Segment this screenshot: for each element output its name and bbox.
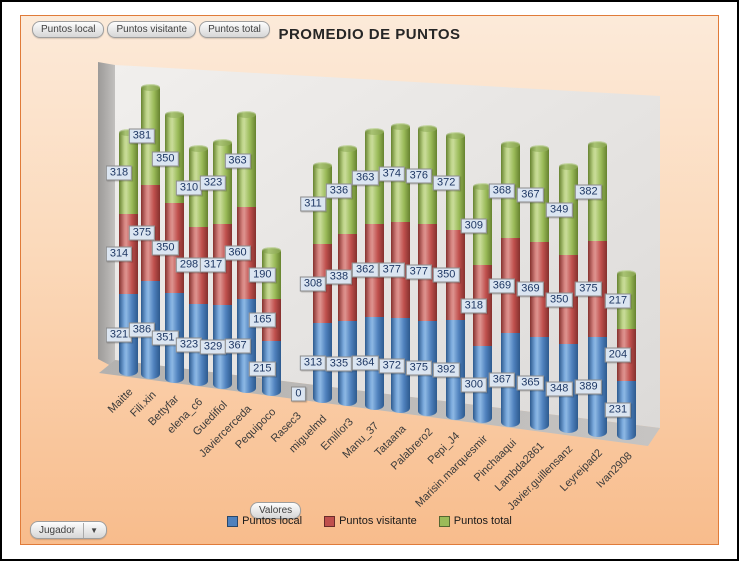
cylinder-cap xyxy=(501,141,521,149)
cylinder-cap xyxy=(558,162,578,170)
data-label-puntos-visitante-tataana: 377 xyxy=(378,262,405,278)
data-label-puntos-visitante-leyreipad2: 375 xyxy=(575,281,602,297)
data-label-puntos-total-ivan2908: 217 xyxy=(604,293,632,309)
data-label-puntos-visitante-miguelmd: 308 xyxy=(299,276,327,292)
side-wall xyxy=(98,62,115,368)
data-label-puntos-total-maitte: 318 xyxy=(105,165,133,181)
data-label-puntos-local-pepi-j4: 392 xyxy=(432,362,460,378)
data-label-puntos-visitante-manu-37: 362 xyxy=(351,262,379,278)
data-label-puntos-visitante-lambda2861: 369 xyxy=(517,281,544,297)
cylinder-cap xyxy=(312,161,332,169)
cylinder-cap xyxy=(529,145,549,153)
cylinder-cap xyxy=(261,247,281,255)
data-label-puntos-total-bettyfar: 350 xyxy=(152,151,179,167)
data-label-puntos-total-elena-c6: 310 xyxy=(175,180,203,196)
legend-label: Puntos local xyxy=(242,515,303,527)
data-label-puntos-visitante-pinchaaqui: 369 xyxy=(488,278,516,294)
field-button-puntos-visitante[interactable]: Puntos visitante xyxy=(107,21,197,38)
data-label-puntos-visitante-maitte: 314 xyxy=(105,246,133,262)
chevron-down-icon: ▼ xyxy=(83,522,98,538)
data-label-puntos-visitante-pepi-j4: 350 xyxy=(432,267,460,283)
data-label-puntos-total-pinchaaqui: 368 xyxy=(488,183,516,199)
data-label-puntos-local-javiercerceda: 367 xyxy=(224,338,251,354)
legend: Puntos local Puntos visitante Puntos tot… xyxy=(20,515,719,527)
data-label-puntos-visitante-pequipoco: 165 xyxy=(249,312,276,328)
cylinder-cap xyxy=(617,270,637,278)
data-label-puntos-visitante-elena-c6: 298 xyxy=(175,257,203,273)
data-label-puntos-total-emil-or3: 336 xyxy=(325,183,353,199)
data-label-puntos-visitante-emil-or3: 338 xyxy=(325,269,353,285)
data-label-puntos-visitante-ivan2908: 204 xyxy=(604,347,632,363)
cylinder-cap xyxy=(364,128,384,136)
cylinder-cap xyxy=(237,111,256,119)
cylinder-cap xyxy=(118,129,138,137)
legend-label: Puntos total xyxy=(453,515,512,527)
values-field-button[interactable]: Valores xyxy=(250,502,302,519)
data-label-puntos-local-miguelmd: 313 xyxy=(299,355,327,371)
data-label-puntos-local-fili-xin: 386 xyxy=(128,322,156,338)
category-axis-dropdown-label: Jugador xyxy=(39,524,76,536)
data-label-puntos-local-tataana: 372 xyxy=(378,358,405,373)
chart-title: PROMEDIO DE PUNTOS xyxy=(278,26,461,43)
data-label-puntos-visitante-javiercerceda: 360 xyxy=(224,245,251,261)
data-label-puntos-local-emil-or3: 335 xyxy=(325,356,353,371)
legend-swatch-red-icon xyxy=(324,515,336,527)
data-label-puntos-local-pequipoco: 215 xyxy=(249,361,276,377)
data-label-puntos-local-ivan2908: 231 xyxy=(604,402,632,418)
data-label-puntos-visitante-guedifiol: 317 xyxy=(199,257,227,273)
data-label-puntos-visitante-palabrero2: 377 xyxy=(405,264,432,280)
legend-item-puntos-visitante[interactable]: Puntos visitante xyxy=(324,515,417,527)
legend-item-puntos-local[interactable]: Puntos local xyxy=(227,515,302,527)
data-label-puntos-total-fili-xin: 381 xyxy=(128,128,156,144)
field-buttons: Puntos local Puntos visitante Puntos tot… xyxy=(32,21,273,38)
data-label-puntos-total-pepi-j4: 372 xyxy=(432,175,460,191)
data-label-puntos-total-javiercerceda: 363 xyxy=(224,153,251,169)
data-label-puntos-total-lambda2861: 367 xyxy=(517,187,544,203)
cylinder-cap xyxy=(587,140,607,148)
data-label-puntos-local-guedifiol: 329 xyxy=(199,339,227,355)
cylinder-cap xyxy=(164,110,184,118)
data-label-puntos-visitante-marisin-marquesmir: 318 xyxy=(460,298,488,314)
category-axis-dropdown[interactable]: Jugador ▼ xyxy=(30,521,108,539)
cylinder-cap xyxy=(212,138,232,146)
data-label-puntos-total-marisin-marquesmir: 309 xyxy=(460,218,488,234)
data-label-puntos-local-javier-guillensanz: 348 xyxy=(546,381,573,397)
cylinder-cap xyxy=(473,183,493,191)
data-label-puntos-local-bettyfar: 351 xyxy=(152,330,179,346)
data-label-puntos-local-palabrero2: 375 xyxy=(405,360,432,376)
legend-label: Puntos visitante xyxy=(339,515,417,527)
data-label-puntos-local-lambda2861: 365 xyxy=(517,375,544,391)
data-label-puntos-total-pequipoco: 190 xyxy=(249,267,276,283)
cylinder-cap xyxy=(141,84,161,92)
data-label-puntos-local-manu-37: 364 xyxy=(351,355,379,371)
data-label-puntos-total-tataana: 374 xyxy=(378,166,405,182)
legend-swatch-green-icon xyxy=(438,515,450,527)
cylinder-cap xyxy=(445,131,465,139)
data-label-puntos-local-elena-c6: 323 xyxy=(175,337,203,353)
cylinder-cap xyxy=(188,145,208,153)
legend-item-puntos-total[interactable]: Puntos total xyxy=(438,515,512,527)
data-label-zero-rasec3: 0 xyxy=(291,386,306,402)
data-label-puntos-total-leyreipad2: 382 xyxy=(575,184,602,200)
cylinder-cap xyxy=(338,145,358,153)
field-button-puntos-total[interactable]: Puntos total xyxy=(199,21,270,38)
data-label-puntos-total-miguelmd: 311 xyxy=(300,196,326,212)
data-label-puntos-total-guedifiol: 323 xyxy=(199,175,227,191)
data-label-puntos-total-manu-37: 363 xyxy=(351,170,379,186)
cylinder-cap xyxy=(391,122,411,130)
legend-swatch-blue-icon xyxy=(227,515,239,527)
data-label-puntos-local-maitte: 321 xyxy=(105,327,133,343)
data-label-puntos-total-javier-guillensanz: 349 xyxy=(546,202,573,218)
cylinder-cap xyxy=(418,125,438,132)
data-label-puntos-visitante-fili-xin: 375 xyxy=(128,225,156,241)
data-label-puntos-local-pinchaaqui: 367 xyxy=(488,372,516,388)
data-label-puntos-visitante-bettyfar: 350 xyxy=(152,240,179,256)
data-label-puntos-local-marisin-marquesmir: 300 xyxy=(460,377,488,393)
data-label-puntos-local-leyreipad2: 389 xyxy=(575,379,602,395)
field-button-puntos-local[interactable]: Puntos local xyxy=(32,21,105,38)
data-label-puntos-total-palabrero2: 376 xyxy=(405,168,432,184)
data-label-puntos-visitante-javier-guillensanz: 350 xyxy=(546,292,573,308)
